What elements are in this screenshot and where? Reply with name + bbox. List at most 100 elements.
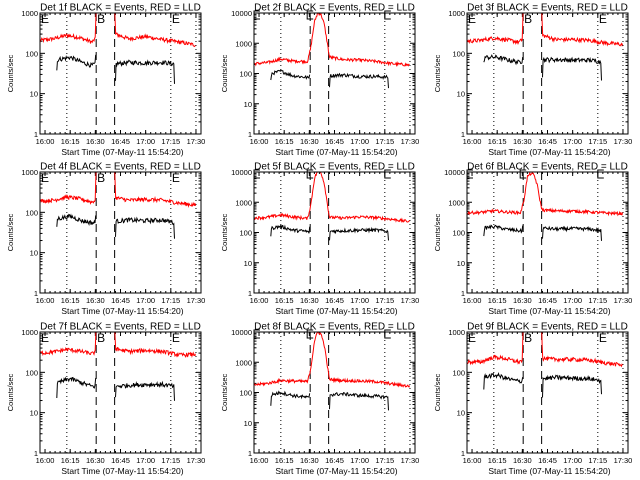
x-axis-label: Start Time (07-May-11 15:54:20) <box>61 147 183 157</box>
y-tick-label: 10 <box>244 259 252 268</box>
x-tick-label: 17:00 <box>350 296 369 305</box>
y-tick-label: 10 <box>30 90 38 99</box>
x-tick-label: 16:45 <box>111 296 130 305</box>
panel-det-2f: Det 2f BLACK = Events, RED = LLD Counts/s… <box>220 3 419 158</box>
y-tick-label: 10 <box>30 409 38 418</box>
y-tick-label: 1 <box>34 289 38 298</box>
x-tick-label: 17:30 <box>187 137 206 146</box>
y-tick-label: 10000 <box>231 328 252 337</box>
x-tick-label: 16:30 <box>513 137 532 146</box>
y-tick-label: 1000 <box>448 9 465 18</box>
x-tick-label: 16:30 <box>300 456 319 465</box>
x-tick-label: 17:00 <box>350 137 369 146</box>
y-tick-label: 100 <box>25 49 38 58</box>
y-tick-label: 100 <box>452 49 465 58</box>
y-tick-label: 1000 <box>448 198 465 207</box>
x-tick-label: 17:30 <box>187 296 206 305</box>
panel-title: Det 5f BLACK = Events, RED = LLD <box>254 162 415 173</box>
x-tick-label: 16:45 <box>325 137 344 146</box>
events-series-line <box>483 54 524 66</box>
panel-title: Det 2f BLACK = Events, RED = LLD <box>254 3 415 14</box>
marker-label-E: E <box>468 331 476 345</box>
events-series-line <box>56 54 97 71</box>
y-tick-label: 1000 <box>235 39 252 48</box>
events-series-line <box>56 376 97 399</box>
x-tick-label: 16:00 <box>36 137 55 146</box>
panel-title: Det 8f BLACK = Events, RED = LLD <box>254 322 415 333</box>
x-tick-label: 16:30 <box>300 296 319 305</box>
marker-label-B: B <box>524 331 532 345</box>
marker-label-E: E <box>468 12 476 26</box>
plot-frame <box>466 171 629 294</box>
panel-det-1f: Det 1f BLACK = Events, RED = LLD Counts/s… <box>6 3 206 158</box>
panel-title: Det 6f BLACK = Events, RED = LLD <box>467 162 628 173</box>
y-tick-label: 100 <box>239 229 252 238</box>
marker-label-E: E <box>172 171 180 185</box>
marker-label-E: E <box>599 12 607 26</box>
y-tick-label: 10000 <box>231 9 252 18</box>
x-tick-label: 17:15 <box>375 456 394 465</box>
y-axis-label: Counts/sec <box>433 213 442 251</box>
events-series-line <box>56 213 97 227</box>
marker-label-E: E <box>172 331 180 345</box>
x-tick-label: 17:15 <box>161 296 180 305</box>
events-series-line <box>115 59 175 84</box>
x-tick-label: 17:00 <box>563 456 582 465</box>
x-tick-label: 16:30 <box>86 137 105 146</box>
y-axis-label: Counts/sec <box>6 54 15 92</box>
marker-label-B: B <box>97 171 105 185</box>
events-series-line <box>483 224 524 237</box>
plot-frame <box>253 331 416 454</box>
panel-det-8f: Det 8f BLACK = Events, RED = LLD Counts/s… <box>220 322 419 477</box>
x-tick-label: 16:00 <box>463 456 482 465</box>
x-tick-label: 16:00 <box>463 296 482 305</box>
lld-series-line <box>467 172 623 217</box>
marker-label-B: B <box>97 331 105 345</box>
events-series-line <box>270 390 311 406</box>
marker-label-B: B <box>524 12 532 26</box>
y-tick-label: 100 <box>239 389 252 398</box>
y-tick-label: 10 <box>457 409 465 418</box>
x-tick-label: 16:45 <box>325 296 344 305</box>
x-tick-label: 16:15 <box>61 456 80 465</box>
x-tick-label: 17:15 <box>161 456 180 465</box>
y-tick-label: 1 <box>34 130 38 139</box>
marker-label-E: E <box>41 331 49 345</box>
x-tick-label: 17:30 <box>401 137 420 146</box>
x-tick-label: 16:45 <box>538 456 557 465</box>
y-tick-label: 10 <box>457 259 465 268</box>
x-tick-label: 17:30 <box>401 296 420 305</box>
x-tick-label: 17:30 <box>401 456 420 465</box>
x-tick-label: 16:15 <box>61 296 80 305</box>
x-tick-label: 17:30 <box>614 137 633 146</box>
bracket-marker-E <box>384 329 391 339</box>
events-series-line <box>542 56 602 81</box>
bracket-marker-E <box>384 169 391 179</box>
panel-title: Det 3f BLACK = Events, RED = LLD <box>467 3 628 14</box>
x-tick-label: 17:15 <box>375 296 394 305</box>
x-tick-label: 16:00 <box>250 296 269 305</box>
plot-frame <box>253 12 416 135</box>
x-tick-label: 16:45 <box>325 456 344 465</box>
x-tick-label: 17:15 <box>588 137 607 146</box>
y-tick-label: 100 <box>452 368 465 377</box>
y-tick-label: 10 <box>30 249 38 258</box>
x-tick-label: 17:30 <box>614 296 633 305</box>
x-tick-label: 16:45 <box>111 456 130 465</box>
plot-frame <box>39 171 202 294</box>
x-tick-label: 16:30 <box>300 137 319 146</box>
events-series-line <box>329 226 389 241</box>
bracket-marker-E <box>384 10 391 20</box>
y-tick-label: 1 <box>34 449 38 458</box>
lld-series-line <box>40 13 196 48</box>
panel-title: Det 1f BLACK = Events, RED = LLD <box>40 3 201 14</box>
x-tick-label: 16:15 <box>488 296 507 305</box>
x-tick-label: 17:15 <box>588 296 607 305</box>
x-tick-label: 17:15 <box>588 456 607 465</box>
y-tick-label: 100 <box>25 208 38 217</box>
x-tick-label: 16:00 <box>463 137 482 146</box>
events-series-line <box>270 68 311 81</box>
events-series-line <box>270 224 311 237</box>
panel-title: Det 9f BLACK = Events, RED = LLD <box>467 322 628 333</box>
x-tick-label: 16:15 <box>61 137 80 146</box>
